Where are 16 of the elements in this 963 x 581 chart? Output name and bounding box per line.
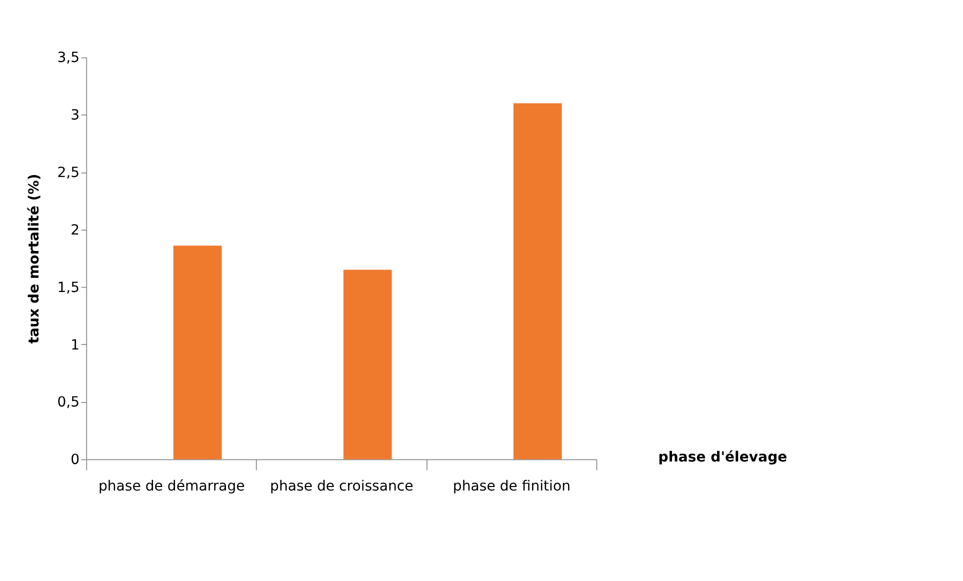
x-tick-label: phase de démarrage [98, 478, 245, 494]
y-tick-label: 0,5 [57, 394, 80, 411]
y-tick-label: 1,5 [57, 280, 80, 296]
bar [173, 246, 222, 460]
y-tick-label: 1 [70, 337, 80, 354]
bar [513, 103, 562, 460]
y-tick-label: 0 [70, 452, 80, 468]
y-tick-label: 3 [70, 108, 80, 124]
y-tick-label: 3,5 [57, 50, 80, 66]
y-axis-title: taux de mortalité (%) [26, 174, 43, 344]
y-tick-label: 2,5 [57, 165, 80, 182]
x-axis-title: phase d'élevage [658, 449, 788, 466]
x-tick-label: phase de finition [452, 478, 570, 494]
x-tick-label: phase de croissance [270, 478, 414, 494]
y-tick-label: 2 [70, 222, 80, 238]
bar [343, 270, 392, 460]
